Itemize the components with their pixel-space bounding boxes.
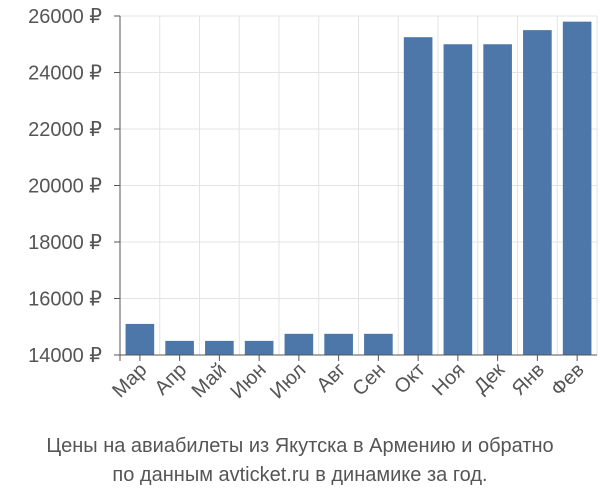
x-tick-label: Июн	[227, 359, 271, 403]
chart-caption-line-1: Цены на авиабилеты из Якутска в Армению …	[46, 435, 554, 457]
y-tick-label: 16000 ₽	[28, 289, 102, 311]
bar	[244, 340, 274, 355]
y-tick-label: 26000 ₽	[28, 6, 102, 28]
y-tick-label: 20000 ₽	[28, 176, 102, 198]
bar	[324, 333, 353, 355]
x-tick-label: Ноя	[428, 359, 469, 400]
bar	[523, 30, 552, 355]
bar	[403, 37, 433, 355]
bar	[284, 333, 314, 355]
bar	[562, 21, 592, 356]
x-tick-label: Янв	[508, 359, 549, 400]
bar	[125, 323, 155, 355]
x-tick-label: Апр	[151, 359, 192, 400]
bar	[165, 340, 194, 355]
grid	[119, 15, 598, 356]
bar	[205, 340, 234, 355]
bar	[483, 44, 512, 355]
bar	[443, 44, 473, 355]
x-tick-label: Май	[188, 359, 231, 402]
bars	[125, 21, 592, 356]
x-tick-label: Фев	[547, 359, 589, 401]
chart-caption-line-2: по данным avticket.ru в динамике за год.	[112, 464, 488, 486]
x-tick-label: Мар	[108, 359, 151, 402]
bar	[364, 333, 393, 355]
x-tick-label: Окт	[390, 359, 429, 398]
price-bar-chart: 14000 ₽ 16000 ₽ 18000 ₽ 20000 ₽ 22000 ₽ 24000…	[28, 6, 598, 403]
y-tick-label: 18000 ₽	[28, 232, 102, 254]
x-tick-label: Авг	[312, 359, 350, 397]
x-tick-label: Сен	[348, 359, 389, 400]
y-tick-label: 14000 ₽	[28, 345, 102, 367]
y-axis: 14000 ₽ 16000 ₽ 18000 ₽ 20000 ₽ 22000 ₽ 24000…	[28, 6, 121, 367]
x-tick-label: Июл	[266, 359, 310, 403]
x-tick-label: Дек	[470, 359, 509, 398]
y-tick-label: 24000 ₽	[28, 63, 102, 85]
y-tick-label: 22000 ₽	[28, 119, 102, 141]
